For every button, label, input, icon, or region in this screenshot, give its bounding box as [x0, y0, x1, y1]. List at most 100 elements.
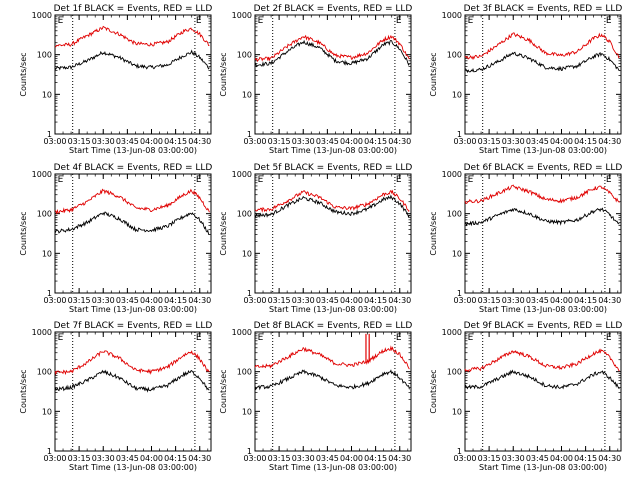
x-tick-label: 03:45 [316, 137, 339, 146]
x-axis-label: Start Time (13-Jun-08 03:00:00) [479, 305, 607, 314]
lld-series-line [54, 25, 210, 48]
x-tick-label: 04:15 [574, 296, 597, 305]
x-tick-label: 03:00 [243, 137, 266, 146]
chart-panel: Det 2f BLACK = Events, RED = LLD 1 10 100 10… [219, 4, 412, 155]
x-tick-label: 04:00 [340, 137, 363, 146]
x-tick-label: 04:00 [550, 137, 573, 146]
x-tick-label: 03:30 [92, 296, 115, 305]
x-tick-label: 03:00 [453, 454, 476, 463]
lld-series-line [464, 32, 620, 60]
events-series-line [464, 51, 620, 74]
chart-title: Det 7f BLACK = Events, RED = LLD [54, 321, 213, 331]
x-tick-label: 03:00 [243, 296, 266, 305]
plot-frame [464, 173, 622, 294]
x-axis-label: Start Time (13-Jun-08 03:00:00) [479, 146, 607, 155]
x-tick-label: 03:30 [502, 296, 525, 305]
chart-title: Det 9f BLACK = Events, RED = LLD [464, 321, 623, 331]
y-tick-label: 1000 [232, 170, 252, 179]
y-tick-label: 1 [47, 130, 52, 139]
x-tick-label: 03:15 [268, 296, 291, 305]
y-tick-label: 10 [242, 249, 252, 258]
chart-panel: Det 8f BLACK = Events, RED = LLD 1 10 100 10… [219, 321, 412, 472]
y-tick-label: 100 [37, 368, 52, 377]
y-axis-label: Counts/sec [19, 369, 28, 413]
marker-label: E [606, 16, 612, 26]
y-tick-label: 1000 [442, 328, 462, 337]
y-tick-label: 1000 [32, 170, 52, 179]
x-tick-label: 03:15 [478, 296, 501, 305]
x-tick-label: 03:30 [292, 296, 315, 305]
x-tick-label: 04:30 [598, 137, 621, 146]
y-tick-label: 10 [452, 249, 462, 258]
y-tick-label: 100 [447, 51, 462, 60]
x-tick-label: 04:00 [340, 454, 363, 463]
marker-label: E [58, 16, 64, 26]
y-tick-label: 1 [457, 130, 462, 139]
x-tick-label: 04:00 [140, 296, 163, 305]
y-tick-label: 100 [237, 51, 252, 60]
y-tick-label: 10 [42, 407, 52, 416]
y-axis-label: Counts/sec [19, 211, 28, 255]
x-tick-label: 04:30 [188, 296, 211, 305]
x-tick-label: 03:15 [268, 137, 291, 146]
y-tick-label: 1000 [442, 170, 462, 179]
y-tick-label: 10 [452, 90, 462, 99]
plot-frame [254, 173, 412, 294]
y-tick-label: 1000 [232, 328, 252, 337]
y-tick-label: 1 [247, 130, 252, 139]
x-tick-label: 03:45 [316, 454, 339, 463]
events-series-line [254, 194, 410, 219]
chart-panel: Det 5f BLACK = Events, RED = LLD 1 10 100 10… [219, 163, 412, 314]
y-tick-label: 1000 [442, 11, 462, 20]
x-tick-label: 03:45 [116, 137, 139, 146]
chart-panel: Det 6f BLACK = Events, RED = LLD 1 10 100 10… [429, 163, 622, 314]
chart-title: Det 3f BLACK = Events, RED = LLD [464, 4, 623, 14]
x-tick-label: 04:00 [140, 454, 163, 463]
x-tick-label: 03:15 [68, 454, 91, 463]
marker-label: E [196, 16, 202, 26]
x-tick-label: 04:15 [364, 296, 387, 305]
marker-label: E [606, 175, 612, 185]
x-tick-label: 03:45 [316, 296, 339, 305]
marker-label: E [468, 333, 474, 343]
lld-series-line [254, 345, 410, 370]
plot-frame [54, 173, 212, 294]
plot-frame [254, 331, 412, 452]
chart-panel: Det 1f BLACK = Events, RED = LLD 1 10 100 10… [19, 4, 212, 155]
y-tick-label: 1 [47, 447, 52, 456]
x-axis-label: Start Time (13-Jun-08 03:00:00) [69, 463, 197, 472]
events-series-line [254, 369, 410, 391]
x-tick-label: 04:00 [140, 137, 163, 146]
x-tick-label: 04:30 [188, 137, 211, 146]
x-tick-label: 03:00 [453, 296, 476, 305]
x-tick-label: 03:30 [92, 137, 115, 146]
x-tick-label: 03:15 [68, 296, 91, 305]
marker-label: E [396, 175, 402, 185]
y-tick-label: 1000 [232, 11, 252, 20]
x-tick-label: 03:00 [453, 137, 476, 146]
y-tick-label: 10 [242, 407, 252, 416]
y-tick-label: 100 [447, 368, 462, 377]
chart-title: Det 8f BLACK = Events, RED = LLD [254, 321, 413, 331]
x-axis-label: Start Time (13-Jun-08 03:00:00) [69, 146, 197, 155]
y-tick-label: 100 [447, 210, 462, 219]
events-series-line [254, 39, 410, 68]
marker-label: E [258, 175, 264, 185]
y-tick-label: 10 [42, 249, 52, 258]
y-axis-label: Counts/sec [429, 52, 438, 96]
x-tick-label: 04:30 [388, 296, 411, 305]
x-tick-label: 03:15 [68, 137, 91, 146]
marker-label: E [258, 333, 264, 343]
x-tick-label: 04:15 [364, 454, 387, 463]
y-axis-label: Counts/sec [219, 211, 228, 255]
lld-series-line [54, 188, 210, 215]
y-tick-label: 1000 [32, 328, 52, 337]
x-tick-label: 03:00 [43, 137, 66, 146]
plot-frame [464, 331, 622, 452]
chart-title: Det 5f BLACK = Events, RED = LLD [254, 163, 413, 173]
y-axis-label: Counts/sec [219, 369, 228, 413]
x-tick-label: 04:15 [364, 137, 387, 146]
y-tick-label: 1 [457, 289, 462, 298]
x-axis-label: Start Time (13-Jun-08 03:00:00) [479, 463, 607, 472]
x-tick-label: 04:15 [164, 296, 187, 305]
